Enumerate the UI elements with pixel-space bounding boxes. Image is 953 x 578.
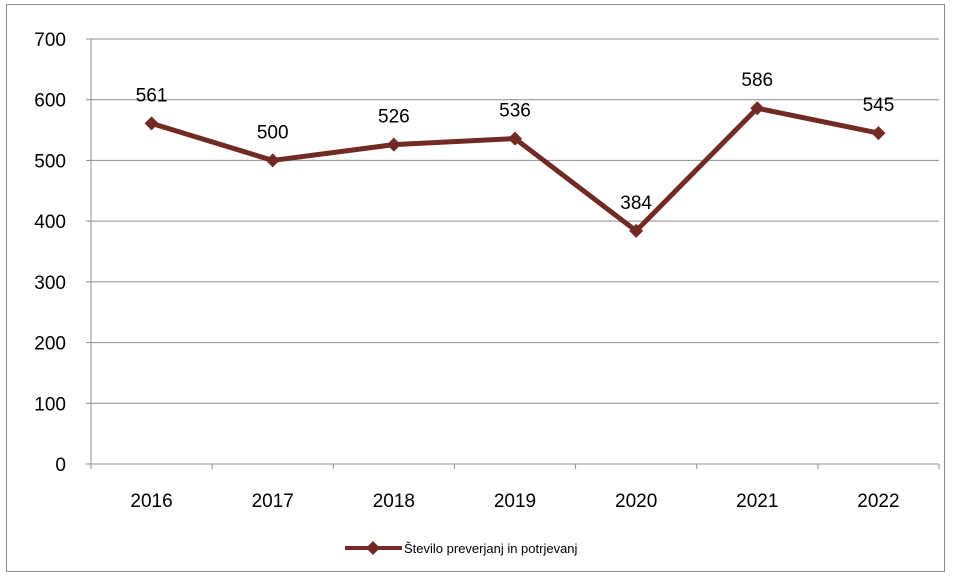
legend-label: Število preverjanj in potrjevanj [404, 541, 578, 556]
data-point-marker [750, 101, 765, 116]
data-label: 500 [257, 122, 289, 143]
x-tick-label: 2019 [494, 491, 536, 512]
y-tick-label: 600 [34, 91, 66, 112]
legend: Število preverjanj in potrjevanj [345, 541, 578, 556]
data-point-marker [265, 153, 280, 168]
data-point-marker [386, 137, 401, 152]
legend-marker-swatch [366, 541, 380, 555]
y-tick-label: 0 [55, 455, 66, 476]
x-tick-label: 2016 [130, 491, 172, 512]
y-tick-label: 200 [34, 334, 66, 355]
data-label: 384 [620, 193, 652, 214]
y-tick-label: 300 [34, 273, 66, 294]
chart-frame [6, 4, 945, 572]
x-tick-label: 2020 [615, 491, 657, 512]
axes [90, 39, 939, 465]
data-label: 545 [863, 95, 895, 116]
data-label: 536 [499, 101, 531, 122]
data-labels-group: 561 500 526 536 384 586 545 [136, 70, 895, 214]
gridlines [91, 38, 939, 404]
data-point-marker [144, 116, 159, 131]
y-tick-label: 100 [34, 394, 66, 415]
x-tick-label: 2021 [736, 491, 778, 512]
data-point-marker [629, 223, 644, 238]
x-tick-label: 2017 [252, 491, 294, 512]
y-tick-label: 700 [34, 30, 66, 51]
x-axis-ticks: 2016 2017 2018 2019 2020 2021 2022 [90, 464, 940, 512]
data-point-marker [871, 126, 886, 141]
data-point-marker [508, 131, 522, 146]
x-tick-label: 2018 [373, 491, 415, 512]
x-tick-label: 2022 [857, 491, 899, 512]
y-tick-label: 400 [34, 212, 66, 233]
y-tick-label: 500 [34, 151, 66, 172]
markers-group [144, 101, 886, 238]
data-label: 526 [378, 107, 410, 128]
data-label: 586 [741, 70, 773, 91]
data-label: 561 [136, 85, 168, 106]
y-axis-ticks: 0 100 200 300 400 500 600 700 [34, 30, 91, 476]
